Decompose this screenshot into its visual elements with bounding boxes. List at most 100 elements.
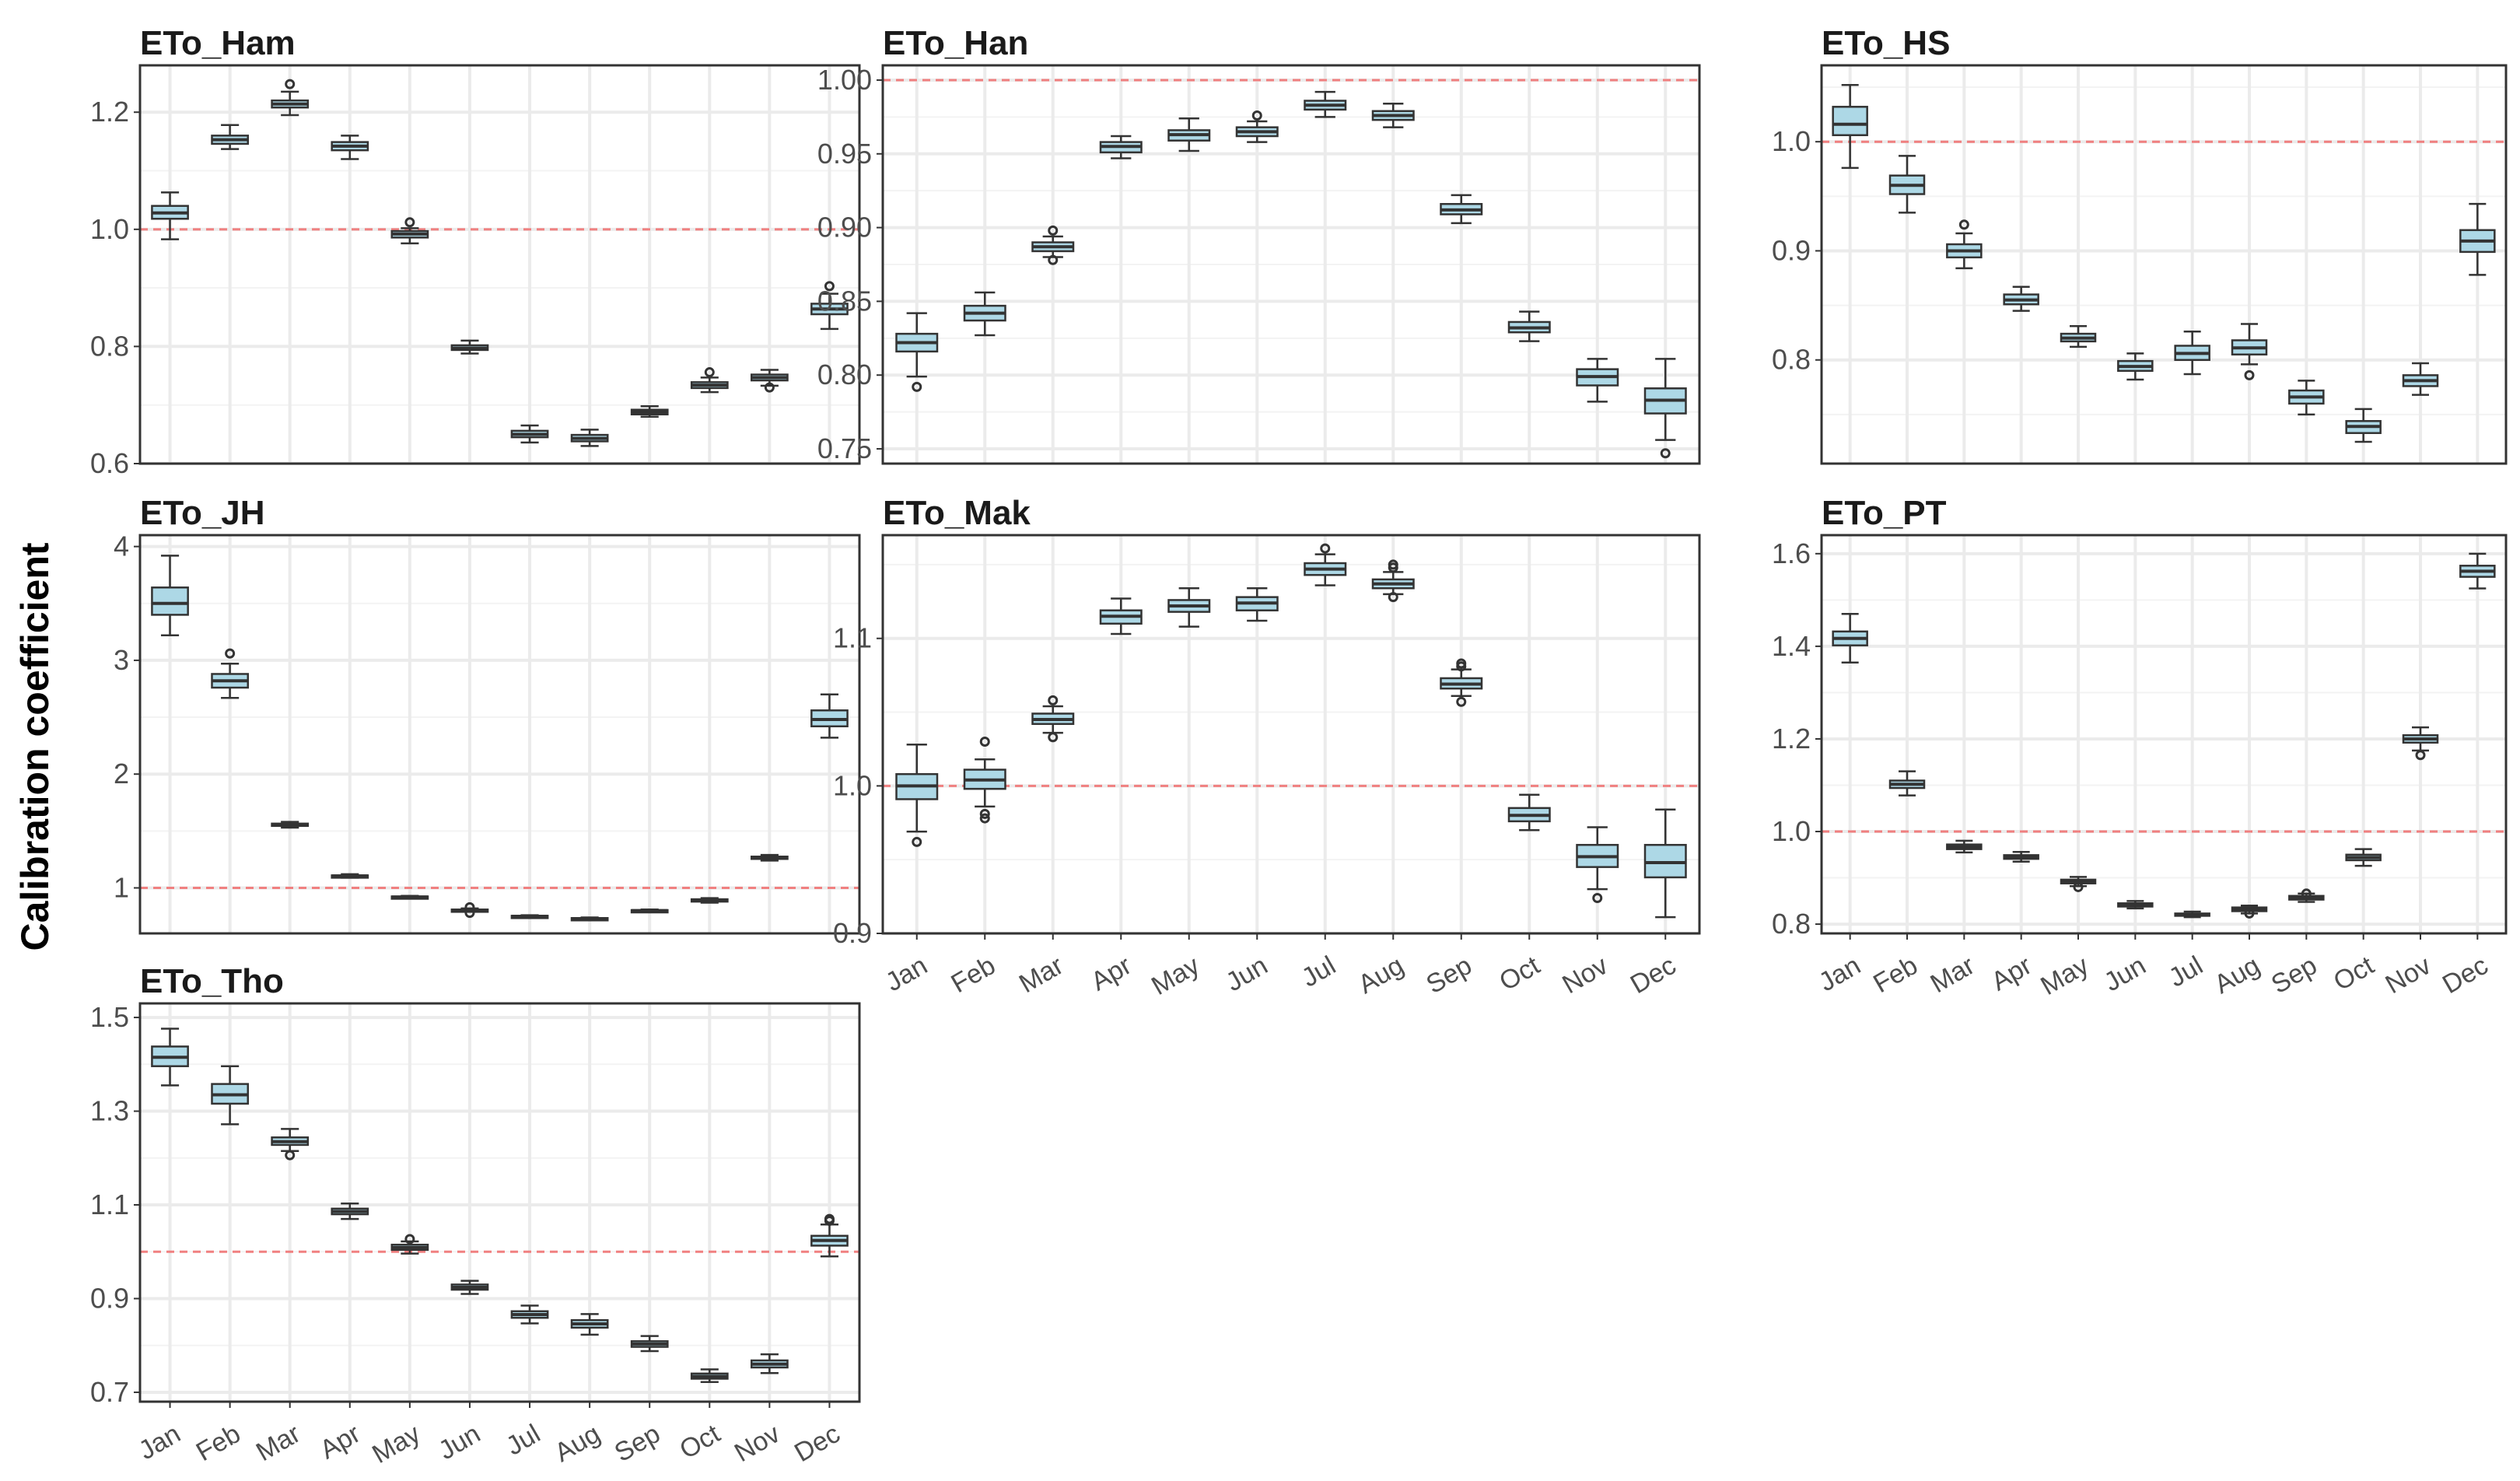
box-apr <box>331 873 369 879</box>
box-mar <box>1946 219 1983 270</box>
y-axis-title: Calibration coefficient <box>13 542 57 951</box>
panel-eto-jh: ETo_JH 1 2 3 4 <box>114 494 861 935</box>
box-jun <box>450 902 489 919</box>
panel-title: ETo_Mak <box>883 494 1031 532</box>
box-dec <box>810 693 849 739</box>
box-jul <box>510 1304 549 1325</box>
box-may <box>390 217 429 245</box>
outlier-point <box>404 1234 415 1245</box>
panel-border <box>138 1002 861 1403</box>
outlier-point <box>1048 732 1059 743</box>
y-tick-label: 0.8 <box>1772 908 1811 940</box>
box-aug <box>570 429 609 447</box>
panel-border <box>138 64 861 465</box>
panel-title: ETo_Tho <box>140 962 284 1000</box>
box-jul <box>2174 331 2210 376</box>
box-jan <box>151 191 189 240</box>
outlier-point <box>404 217 415 228</box>
box-nov <box>2402 726 2439 761</box>
box-jun <box>1235 587 1279 622</box>
box-jan <box>151 555 189 636</box>
box-feb <box>211 124 249 150</box>
outlier-point <box>1456 661 1467 672</box>
box-apr <box>331 1202 369 1220</box>
outlier-point <box>824 1213 835 1224</box>
panel-title: ETo_HS <box>1822 24 1950 62</box>
box-sep <box>630 909 669 914</box>
outlier-point <box>1048 225 1059 236</box>
box-may <box>390 1234 429 1255</box>
box-feb <box>963 736 1006 824</box>
y-tick-label: 0.75 <box>817 432 872 464</box>
outlier-point <box>464 908 475 919</box>
y-tick-label: 1.6 <box>1772 537 1811 569</box>
box-apr <box>1099 597 1143 635</box>
y-tick-label: 1.4 <box>1772 630 1811 662</box>
box-jun <box>2117 900 2154 910</box>
y-tick-label: 1.0 <box>1772 125 1811 157</box>
box-dec <box>2459 202 2496 276</box>
box-oct <box>1507 310 1551 342</box>
outlier-point <box>464 902 475 912</box>
y-tick-label: 0.95 <box>817 138 872 170</box>
y-tick-label: 1.0 <box>1772 815 1811 847</box>
panel-eto-han: ETo_Han 0.75 0.80 0.85 0.90 0.95 1.00 <box>817 24 1701 465</box>
panel-background <box>1822 535 2506 933</box>
box-jun <box>450 1280 489 1295</box>
outlier-point <box>2244 369 2255 380</box>
y-tick-label: 0.8 <box>1772 344 1811 376</box>
box-mar <box>1946 839 1983 854</box>
panel-border <box>1820 534 2508 935</box>
outlier-point <box>824 281 835 292</box>
box-nov <box>1576 358 1619 403</box>
y-tick-label: 1.00 <box>817 64 872 96</box>
box-apr <box>2003 285 2039 312</box>
outlier-point <box>912 381 922 392</box>
box-may <box>390 895 429 900</box>
outlier-point <box>2073 881 2084 892</box>
box-nov <box>751 853 789 862</box>
outlier-point <box>1320 543 1331 554</box>
outlier-point <box>1388 592 1398 603</box>
outlier-point <box>979 813 990 824</box>
panel-background <box>140 65 859 464</box>
box-jun <box>2117 352 2154 381</box>
box-apr <box>2003 850 2039 863</box>
panel-background <box>1822 65 2506 464</box>
outlier-point <box>2415 750 2426 761</box>
box-dec <box>2459 552 2496 590</box>
facet-panels: ETo_Ham 0.6 0.8 1.0 1.2 ETo_Han 0.75 0.80 0.85 0.… <box>90 24 2508 1469</box>
box-sep <box>2288 888 2325 903</box>
box-nov <box>751 369 789 393</box>
box-jan <box>1832 83 1868 170</box>
outlier-point <box>1660 448 1671 459</box>
outlier-point <box>979 736 990 747</box>
box-mar <box>1031 225 1075 265</box>
outlier-point <box>2244 908 2255 919</box>
y-tick-label: 1.1 <box>833 622 872 654</box>
box-oct <box>1507 793 1551 832</box>
y-tick-label: 0.9 <box>1772 234 1811 266</box>
y-tick-label: 2 <box>114 758 129 790</box>
outlier-point <box>225 648 236 659</box>
y-tick-label: 0.7 <box>90 1376 129 1408</box>
outlier-point <box>1251 110 1262 121</box>
box-dec <box>810 1213 849 1258</box>
box-dec <box>1643 358 1687 459</box>
y-tick-label: 1 <box>114 871 129 903</box>
y-tick-label: 3 <box>114 644 129 676</box>
box-mar <box>271 1128 310 1161</box>
box-jul <box>1304 90 1347 118</box>
panel-border <box>881 534 1701 935</box>
panel-background <box>883 535 1699 933</box>
panel-background <box>140 535 859 933</box>
panel-border <box>138 534 861 935</box>
box-sep <box>1440 658 1483 707</box>
panel-title: ETo_Han <box>883 24 1028 62</box>
box-dec <box>810 281 849 331</box>
outlier-point <box>2301 888 2312 899</box>
box-jul <box>2174 910 2210 919</box>
box-jul <box>510 914 549 919</box>
